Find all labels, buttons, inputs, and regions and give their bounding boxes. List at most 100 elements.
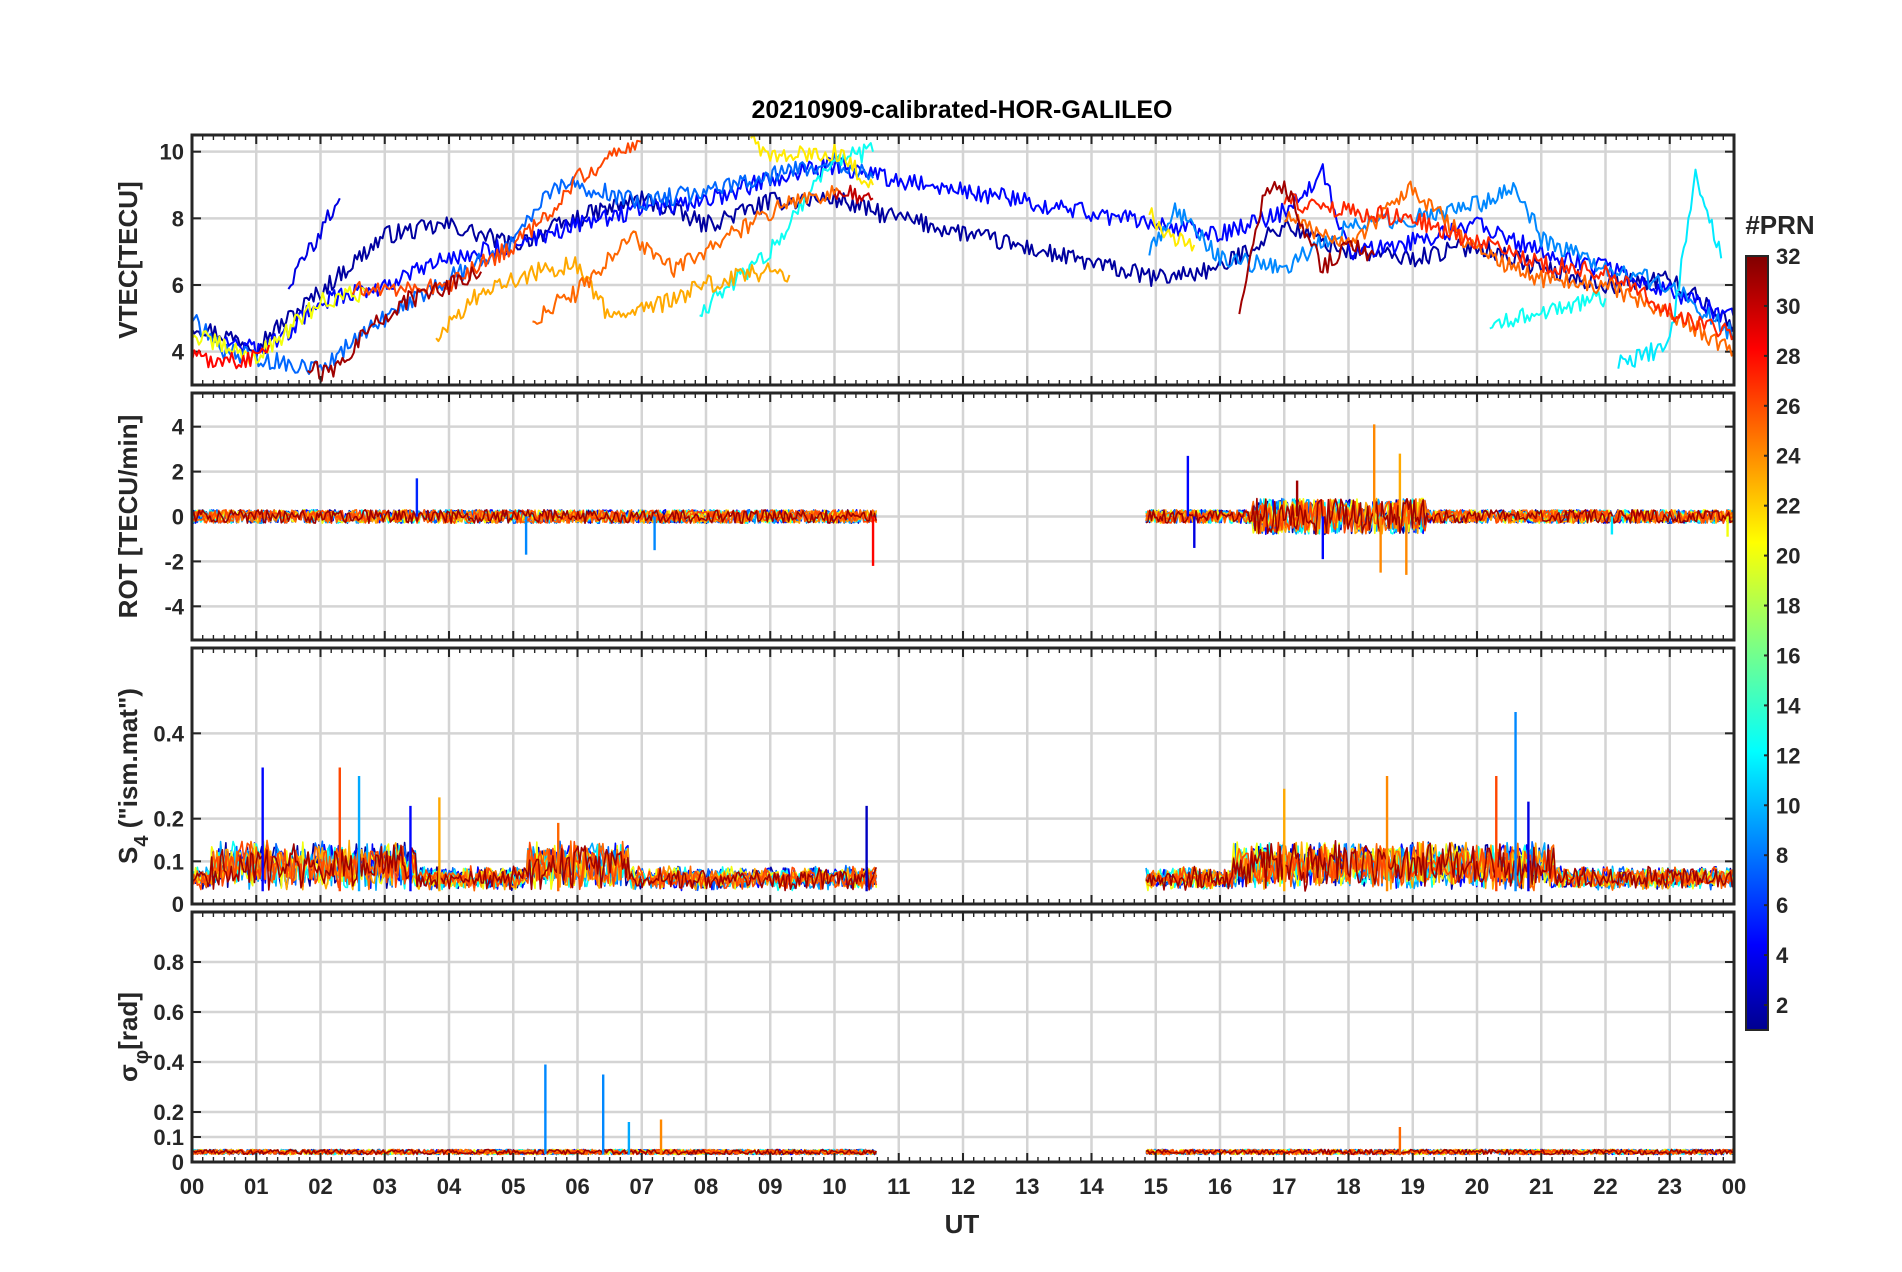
y-tick-label: 0 bbox=[172, 505, 184, 530]
vtec-series-prn-23 bbox=[435, 256, 791, 343]
sigma-trace-prn-31 bbox=[1145, 1148, 1735, 1156]
y-tick-label: 0.6 bbox=[153, 1000, 184, 1025]
y-tick-label: 4 bbox=[172, 415, 185, 440]
x-tick-label: 17 bbox=[1272, 1174, 1296, 1199]
chart-title: 20210909-calibrated-HOR-GALILEO bbox=[752, 96, 1173, 124]
vtec-series-prn-5 bbox=[223, 156, 1735, 361]
y-tick-label: 0.1 bbox=[153, 1125, 184, 1150]
panel-vtec-frame bbox=[190, 133, 1736, 387]
s4-trace-prn-31 bbox=[191, 843, 878, 892]
x-tick-label: 23 bbox=[1658, 1174, 1682, 1199]
y-tick-label: 0.2 bbox=[153, 807, 184, 832]
vtec-series-prn-4 bbox=[287, 197, 341, 290]
vtec-series-prn-31 bbox=[307, 266, 482, 382]
panel-rot-frame bbox=[190, 391, 1736, 642]
x-tick-label: 08 bbox=[694, 1174, 718, 1199]
colorbar: #PRN 32 30 28 26 24 22 20 18 16 14 12 10 8 6 4 2 bbox=[1745, 210, 1815, 1031]
y-tick-label: 0 bbox=[172, 1150, 184, 1175]
x-tick-label: 10 bbox=[822, 1174, 846, 1199]
colorbar-ticks: 32 30 28 26 24 22 20 18 16 14 12 10 8 6 4 2 bbox=[1764, 244, 1801, 1018]
panel-rot-plot bbox=[191, 424, 1735, 575]
y-axis-label-sigma: σφ[rad] bbox=[113, 992, 153, 1082]
vtec-series-prn-30 bbox=[833, 184, 874, 205]
colorbar-tick-label: 4 bbox=[1776, 943, 1789, 968]
colorbar-tick-label: 10 bbox=[1776, 793, 1800, 818]
x-tick-label: 18 bbox=[1336, 1174, 1360, 1199]
x-axis: 00 01 02 03 04 05 06 07 08 09 10 11 12 13 14 15 16 17 18 19… bbox=[180, 1174, 1746, 1199]
sigma-trace-prn-31 bbox=[191, 1148, 878, 1156]
rot-trace-prn-26 bbox=[191, 509, 877, 524]
y-tick-label: 4 bbox=[172, 340, 185, 365]
rot-trace-prn-31 bbox=[1145, 497, 1735, 536]
vtec-series-prn-21 bbox=[750, 133, 874, 189]
vtec-series-prn-31 bbox=[1238, 180, 1376, 315]
y-tick-label: -4 bbox=[164, 594, 184, 619]
x-tick-label: 13 bbox=[1015, 1174, 1039, 1199]
y-tick-label: 2 bbox=[172, 460, 184, 485]
vtec-series-prn-13 bbox=[1489, 290, 1607, 330]
y-tick-label: 0 bbox=[172, 892, 184, 917]
vtec-series-prn-28 bbox=[191, 344, 271, 370]
colorbar-tick-label: 24 bbox=[1776, 444, 1801, 469]
vtec-series-prn-12 bbox=[1617, 168, 1723, 369]
x-tick-label: 05 bbox=[501, 1174, 525, 1199]
y-tick-label: 0.4 bbox=[153, 1050, 184, 1075]
x-tick-label: 03 bbox=[373, 1174, 397, 1199]
x-axis-label: UT bbox=[945, 1209, 980, 1239]
x-tick-label: 01 bbox=[244, 1174, 268, 1199]
y-tick-label: 0.1 bbox=[153, 849, 184, 874]
y-tick-label: 6 bbox=[172, 273, 184, 298]
panel-s4-frame bbox=[190, 646, 1736, 906]
vtec-series-prn-26 bbox=[351, 139, 642, 297]
colorbar-label: #PRN bbox=[1745, 210, 1814, 240]
y-tick-label: 0.8 bbox=[153, 950, 184, 975]
x-tick-label: 19 bbox=[1401, 1174, 1425, 1199]
x-tick-label: 00 bbox=[180, 1174, 204, 1199]
colorbar-tick-label: 32 bbox=[1776, 244, 1800, 269]
x-tick-label: 15 bbox=[1144, 1174, 1168, 1199]
colorbar-tick-label: 20 bbox=[1776, 544, 1800, 569]
x-tick-label: 21 bbox=[1529, 1174, 1553, 1199]
y-tick-label: 0.2 bbox=[153, 1100, 184, 1125]
colorbar-tick-label: 22 bbox=[1776, 494, 1800, 519]
y-tick-label: 8 bbox=[172, 206, 184, 231]
x-tick-label: 11 bbox=[887, 1174, 910, 1199]
colorbar-tick-label: 30 bbox=[1776, 294, 1800, 319]
colorbar-tick-label: 6 bbox=[1776, 893, 1788, 918]
y-tick-label: -2 bbox=[164, 549, 184, 574]
y-axis-label-s4: S4 ("ism.mat") bbox=[113, 688, 153, 864]
vtec-series-prn-20 bbox=[191, 285, 367, 365]
y-axis-label-vtec: VTEC[TECU] bbox=[113, 181, 143, 338]
vtec-series-prn-27 bbox=[1283, 193, 1735, 341]
x-tick-label: 07 bbox=[630, 1174, 654, 1199]
x-tick-label: 14 bbox=[1079, 1174, 1104, 1199]
colorbar-ramp bbox=[1745, 255, 1769, 1031]
x-tick-label: 02 bbox=[308, 1174, 332, 1199]
colorbar-tick-label: 28 bbox=[1776, 344, 1800, 369]
colorbar-tick-label: 18 bbox=[1776, 594, 1800, 619]
x-tick-label: 09 bbox=[758, 1174, 782, 1199]
colorbar-tick-label: 14 bbox=[1776, 693, 1801, 718]
x-tick-label: 00 bbox=[1722, 1174, 1746, 1199]
x-tick-label: 20 bbox=[1465, 1174, 1489, 1199]
x-tick-label: 16 bbox=[1208, 1174, 1232, 1199]
vtec-series-prn-2 bbox=[191, 189, 1735, 355]
colorbar-tick-label: 16 bbox=[1776, 643, 1800, 668]
rot-trace-prn-31 bbox=[191, 509, 878, 524]
y-axis-label-rot: ROT [TECU/min] bbox=[113, 415, 143, 619]
panel-s4: 0.4 0.2 0.1 0 S4 ("ism.mat") bbox=[113, 646, 1736, 917]
panel-vtec-plot bbox=[191, 133, 1735, 382]
vtec-series-prn-25 bbox=[532, 185, 842, 325]
panel-sigma-plot bbox=[191, 1064, 1735, 1156]
x-tick-label: 12 bbox=[951, 1174, 975, 1199]
y-tick-label: 10 bbox=[160, 140, 184, 165]
panel-sigma: 0.8 0.6 0.4 0.20.10 σφ[rad] bbox=[113, 910, 1736, 1175]
panel-sigma-frame bbox=[190, 910, 1736, 1164]
y-tick-label: 0.4 bbox=[153, 721, 184, 746]
colorbar-tick-label: 8 bbox=[1776, 843, 1788, 868]
vtec-series-prn-8 bbox=[191, 151, 874, 375]
panel-s4-plot bbox=[191, 712, 1735, 892]
panel-vtec: 10 8 6 4 VTEC[TECU] bbox=[113, 133, 1736, 387]
